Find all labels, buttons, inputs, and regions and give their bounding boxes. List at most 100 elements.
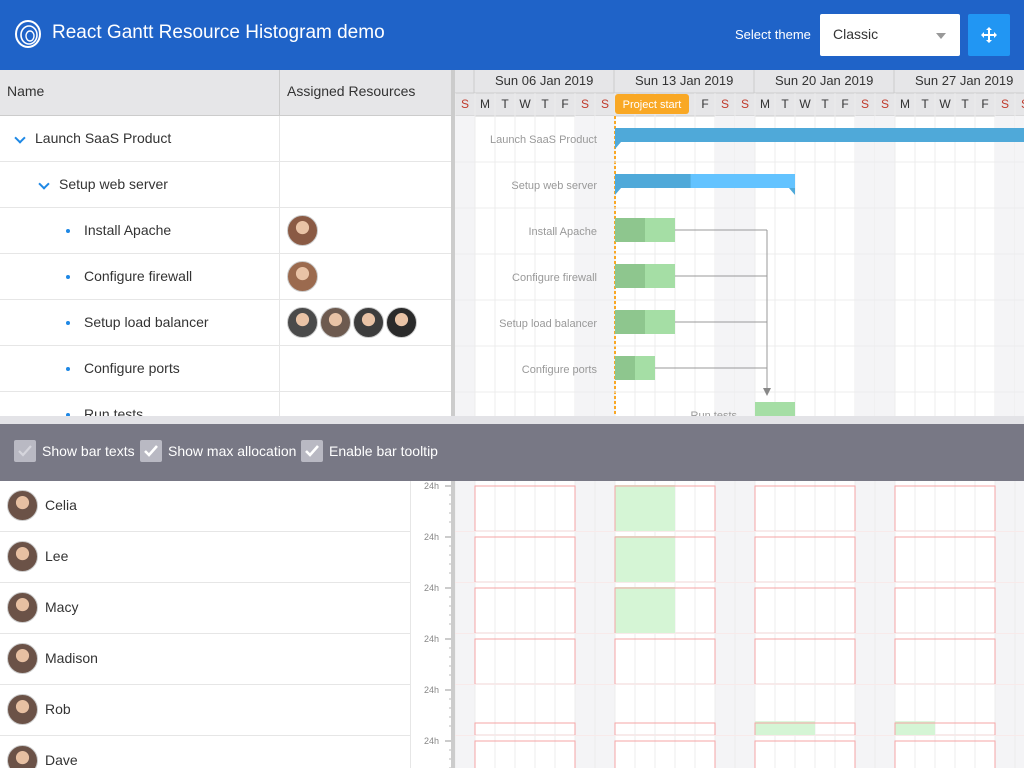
resource-row[interactable]: Macy [0,583,410,634]
task-name: Run tests [84,406,144,416]
task-name: Setup load balancer [84,314,209,330]
max-allocation-outline [894,536,996,582]
weekend-shade [715,583,735,633]
resource-row[interactable]: Rob [0,685,410,736]
weekend-shade [455,532,475,582]
parent-bar-progress [615,174,691,188]
show-max-allocation-checkbox[interactable]: Show max allocation [140,440,300,464]
chevron-down-icon[interactable] [38,178,50,190]
day-label: F [561,97,568,111]
weekend-shade [595,685,615,735]
weekend-shade [455,481,475,531]
task-row[interactable]: Setup load balancer [0,300,452,346]
task-bar-label: Configure firewall [512,272,597,284]
task-name-cell: Install Apache [0,208,280,254]
scale-label: 24h [424,736,439,746]
app-logo-icon [15,20,41,48]
weekend-shade [1015,532,1024,582]
leaf-bullet-icon [66,229,70,233]
avatar [7,541,38,572]
task-grid: Launch SaaS Product Setup web server Insta… [0,116,452,416]
day-label: M [480,97,490,111]
theme-label: Select theme [735,27,811,42]
task-row[interactable]: Launch SaaS Product [0,116,452,162]
allocation-bar[interactable] [615,587,675,633]
avatar [353,307,384,338]
day-label: T [501,97,509,111]
column-header-name[interactable]: Name [0,70,280,116]
max-allocation-outline [894,485,996,531]
weekend-shade [735,685,755,735]
gantt-timeline: Sun 06 Jan 2019 Sun 13 Jan 2019 Sun 20 Jan… [455,70,1024,416]
max-allocation-outline [474,722,576,735]
resource-name: Rob [45,701,71,717]
task-name-cell: Launch SaaS Product [0,116,280,162]
max-allocation-outline [474,485,576,531]
project-start-badge [615,94,689,114]
theme-select[interactable]: Classic [820,14,960,56]
max-allocation-outline [614,587,716,633]
leaf-bullet-icon [66,275,70,279]
day-label: S [581,97,589,111]
grid-splitter[interactable] [451,70,455,416]
resource-name: Dave [45,752,78,768]
resource-row[interactable]: Dave [0,736,410,768]
scale-label: 24h [424,634,439,644]
weekend-shade [855,583,875,633]
day-label: S [721,97,729,111]
task-row[interactable]: Install Apache [0,208,452,254]
week-label: Sun 20 Jan 2019 [775,73,873,88]
project-start-label: Project start [623,99,682,111]
day-label: M [760,97,770,111]
weekend-shade [715,481,735,531]
task-bar[interactable] [755,402,795,416]
weekend-shade [595,532,615,582]
day-label: F [981,97,988,111]
day-label: S [861,97,869,111]
task-name: Setup web server [59,176,168,192]
weekend-shade [995,481,1015,531]
fullscreen-button[interactable] [968,14,1010,56]
allocation-bar[interactable] [615,536,675,582]
parent-bar-start-marker [615,142,621,149]
weekend-shade [735,583,755,633]
weekend-shade [995,583,1015,633]
task-row[interactable]: Setup web server [0,162,452,208]
task-row[interactable]: Configure ports [0,346,452,392]
max-allocation-outline [614,740,716,768]
column-header-resources[interactable]: Assigned Resources [287,83,416,99]
max-allocation-outline [614,485,716,531]
allocation-bar[interactable] [755,721,815,735]
histogram-splitter[interactable] [451,481,455,768]
weekend-shade [1015,634,1024,684]
chevron-down-icon[interactable] [14,132,26,144]
day-label: S [741,97,749,111]
avatar [7,643,38,674]
weekend-shade [735,532,755,582]
day-label: F [701,97,708,111]
allocation-bar[interactable] [615,485,675,531]
weekend-shade [1015,116,1024,416]
max-allocation-outline [894,638,996,684]
weekend-shade [855,116,875,416]
weekend-shade [455,634,475,684]
histogram-scale-column: 24h 24h 24h 24h 24h 24h [410,481,452,768]
resource-row[interactable]: Celia [0,481,410,532]
resource-list: Celia Lee Macy Madison Rob Dave [0,481,410,768]
scale-label: 24h [424,685,439,695]
day-label: S [601,97,609,111]
day-label: T [781,97,789,111]
weekend-shade [575,736,595,768]
show-bar-texts-checkbox[interactable]: Show bar texts [14,440,139,464]
task-name: Configure ports [84,360,180,376]
allocation-bar[interactable] [895,721,935,735]
enable-bar-tooltip-checkbox[interactable]: Enable bar tooltip [301,440,441,464]
resource-row[interactable]: Madison [0,634,410,685]
max-allocation-outline [754,638,856,684]
task-row[interactable]: Run tests [0,392,452,416]
week-label: Sun 27 Jan 2019 [915,73,1013,88]
day-label: S [881,97,889,111]
day-label: S [1021,97,1024,111]
resource-row[interactable]: Lee [0,532,410,583]
task-row[interactable]: Configure firewall [0,254,452,300]
